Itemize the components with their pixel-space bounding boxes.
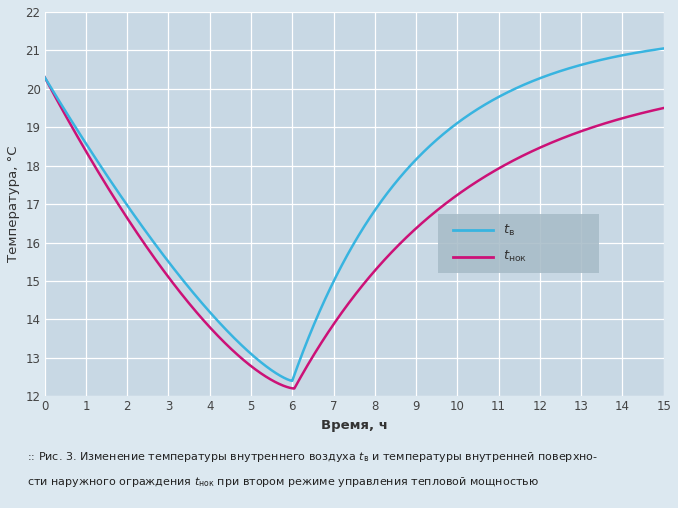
Text: $t_\mathrm{нок}$: $t_\mathrm{нок}$ bbox=[502, 249, 527, 264]
Text: :: Рис. 3. Изменение температуры внутреннего воздуха $t_\mathrm{в}$ и температур: :: Рис. 3. Изменение температуры внутрен… bbox=[27, 450, 598, 464]
X-axis label: Время, ч: Время, ч bbox=[321, 419, 388, 432]
Y-axis label: Температура, °C: Температура, °C bbox=[7, 146, 20, 262]
Text: сти наружного ограждения $t_\mathrm{нок}$ при втором режиме управления тепловой : сти наружного ограждения $t_\mathrm{нок}… bbox=[27, 475, 539, 489]
Text: $t_\mathrm{в}$: $t_\mathrm{в}$ bbox=[502, 223, 515, 238]
Bar bbox=[438, 214, 599, 273]
